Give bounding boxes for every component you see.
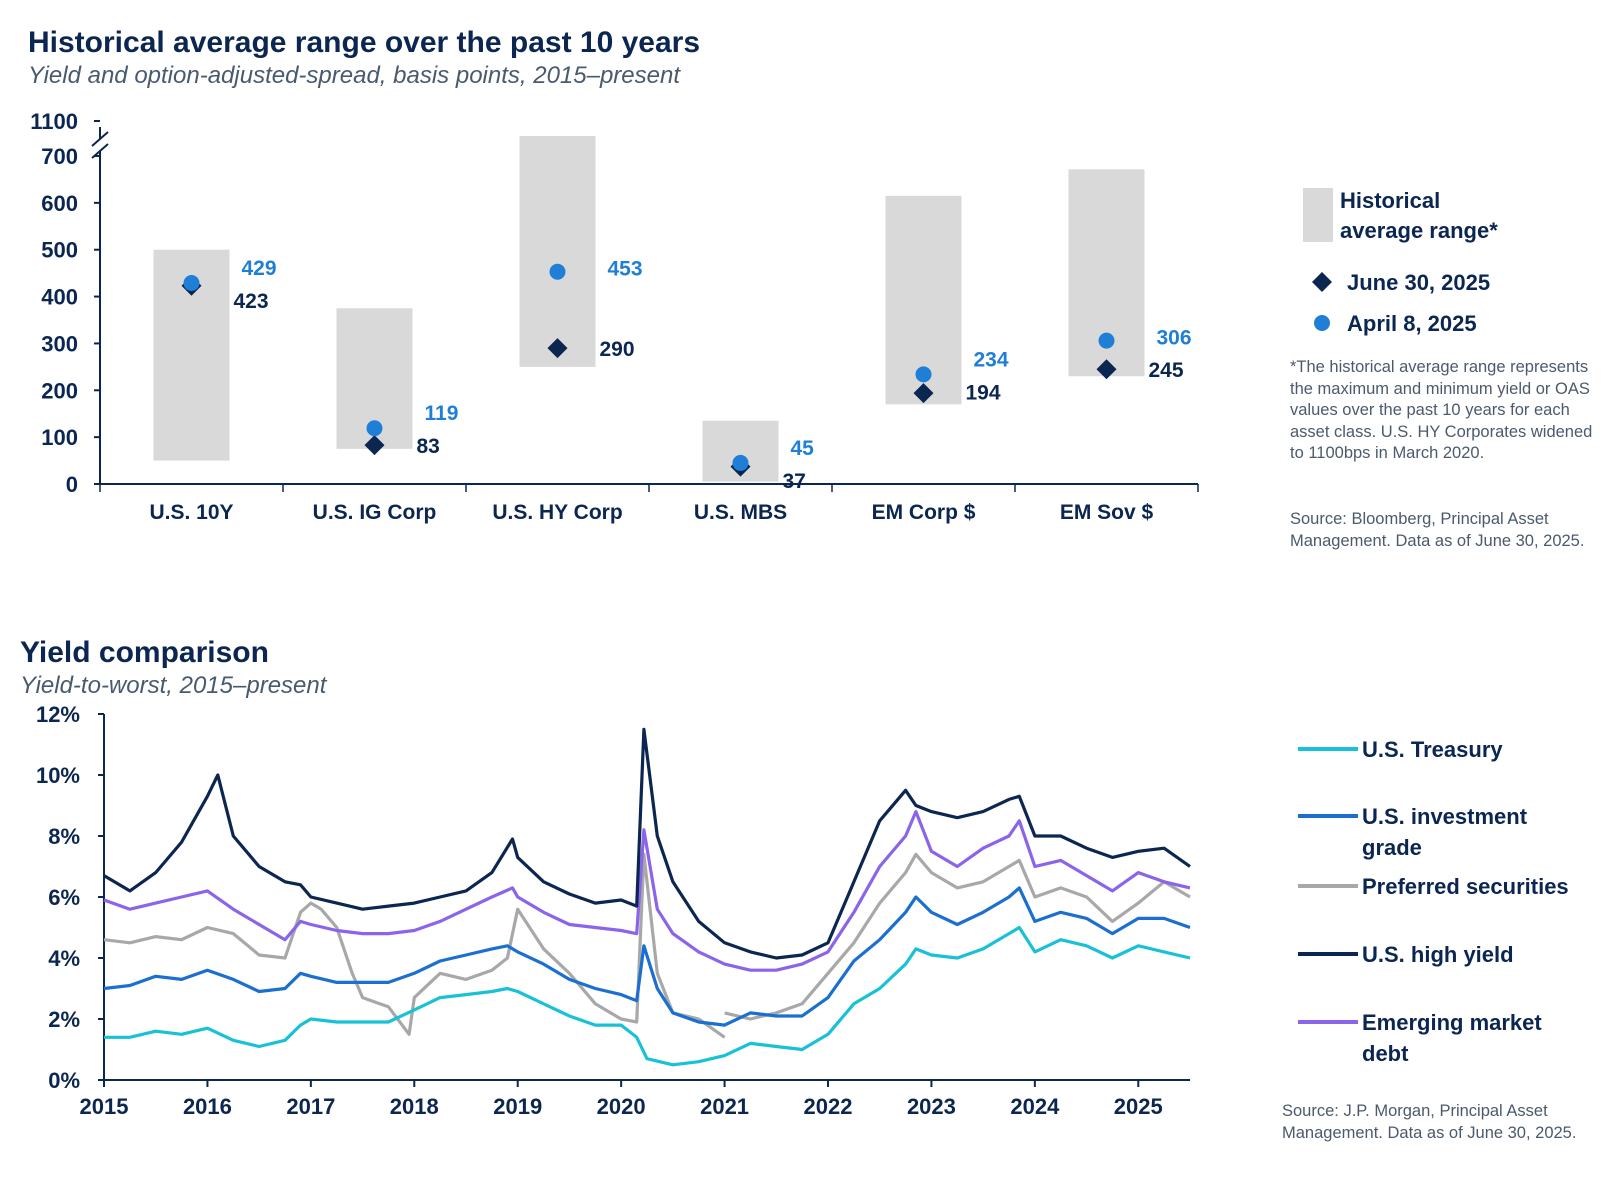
x-tick-label: 2019: [493, 1094, 542, 1119]
june-value-label: 423: [234, 290, 269, 313]
bottom-chart-title: Yield comparison: [20, 636, 269, 669]
x-tick-label: 2018: [390, 1094, 439, 1119]
series-line-u-s-high-yield: [103, 727, 1191, 960]
legend-series-label: Emerging market: [1362, 1010, 1542, 1035]
x-tick-label: 2016: [183, 1094, 232, 1119]
yield-legend: U.S. Treasury U.S. investment grade Preferr…: [1298, 737, 1569, 1066]
y-tick-label: 4%: [48, 946, 80, 971]
bottom-source-note: Source: J.P. Morgan, Principal Asset Man…: [1282, 1102, 1577, 1142]
legend-series-label: U.S. high yield: [1362, 942, 1514, 967]
range-footnote: *The historical average range represents…: [1290, 358, 1593, 462]
x-category-label: U.S. IG Corp: [313, 501, 437, 524]
legend-series-label: grade: [1362, 835, 1422, 860]
legend-circle-icon: [1314, 315, 1330, 331]
legend-april-label: April 8, 2025: [1347, 311, 1477, 336]
june-value-label: 290: [600, 338, 635, 361]
y-tick-label: 1100: [30, 109, 78, 134]
june-marker: [913, 383, 934, 404]
x-tick-label: 2025: [1114, 1094, 1163, 1119]
series-line-preferred-securities: [724, 852, 1191, 1021]
june-marker: [1096, 359, 1117, 380]
y-tick-label: 10%: [36, 763, 80, 788]
june-value-label: 194: [966, 381, 1001, 404]
y-tick-label: 0: [66, 472, 78, 497]
x-tick-label: 2015: [80, 1094, 129, 1119]
june-value-label: 37: [783, 470, 806, 493]
june-marker: [547, 338, 568, 359]
june-value-label: 83: [417, 435, 440, 458]
june-marker: [364, 435, 385, 456]
legend-range-swatch: [1303, 188, 1333, 242]
series-line-u-s-investment-grade: [103, 886, 1191, 1027]
legend-series-label: U.S. Treasury: [1362, 737, 1503, 762]
april-marker: [1098, 332, 1115, 349]
x-tick-label: 2017: [286, 1094, 335, 1119]
top-chart-title: Historical average range over the past 1…: [28, 26, 701, 59]
legend-series-label: Preferred securities: [1362, 874, 1569, 899]
april-value-label: 453: [608, 258, 643, 281]
series-line-emerging-market-debt: [103, 810, 1191, 972]
x-tick-label: 2022: [804, 1094, 853, 1119]
top-chart-subtitle: Yield and option-adjusted-spread, basis …: [28, 62, 681, 89]
x-category-label: U.S. HY Corp: [492, 501, 622, 524]
april-marker: [366, 420, 383, 437]
x-tick-label: 2023: [907, 1094, 956, 1119]
y-tick-label: 600: [41, 191, 78, 216]
april-value-label: 429: [242, 257, 277, 280]
legend-series-label: debt: [1362, 1041, 1409, 1066]
x-category-label: EM Corp $: [872, 501, 976, 524]
april-value-label: 306: [1157, 327, 1192, 350]
y-tick-label: 200: [41, 378, 78, 403]
y-tick-label: 100: [41, 425, 78, 450]
series-line-u-s-treasury: [104, 925, 1191, 1067]
legend-diamond-icon: [1312, 272, 1332, 292]
top-source-note: Source: Bloomberg, Principal Asset Manag…: [1290, 510, 1585, 550]
range-bar: [519, 136, 596, 367]
legend-range-label-1: Historical: [1340, 188, 1440, 213]
x-tick-label: 2021: [700, 1094, 749, 1119]
x-category-label: EM Sov $: [1060, 501, 1154, 524]
x-tick-label: 2024: [1010, 1094, 1060, 1119]
legend-range-label-2: average range*: [1340, 218, 1498, 243]
april-value-label: 234: [974, 348, 1009, 371]
june-value-label: 245: [1149, 359, 1184, 382]
april-marker: [183, 274, 200, 291]
april-value-label: 119: [425, 402, 459, 425]
x-tick-label: 2020: [597, 1094, 646, 1119]
april-marker: [915, 366, 932, 383]
y-tick-label: 700: [41, 144, 78, 169]
x-category-label: U.S. MBS: [694, 501, 787, 524]
y-tick-label: 6%: [48, 885, 80, 910]
y-tick-label: 0%: [48, 1068, 80, 1093]
legend-series-label: U.S. investment: [1362, 804, 1528, 829]
y-tick-label: 2%: [48, 1007, 80, 1032]
range-legend: Historical average range* June 30, 2025 …: [1303, 188, 1498, 336]
range-chart: 0 100 200 300 400 500 600 700 1100 U.S. 10Y U.S. I…: [30, 109, 1498, 524]
y-tick-label: 12%: [36, 702, 80, 727]
april-value-label: 45: [791, 437, 815, 460]
x-category-label: U.S. 10Y: [149, 501, 233, 524]
bottom-chart-subtitle: Yield-to-worst, 2015–present: [20, 672, 327, 699]
april-marker: [549, 263, 566, 280]
april-marker: [732, 454, 749, 471]
y-tick-label: 400: [41, 285, 78, 310]
series-line-preferred-securities: [103, 852, 726, 1039]
y-tick-label: 300: [41, 331, 78, 356]
y-tick-label: 8%: [48, 824, 80, 849]
y-tick-label: 500: [41, 238, 78, 263]
legend-june-label: June 30, 2025: [1347, 270, 1490, 295]
